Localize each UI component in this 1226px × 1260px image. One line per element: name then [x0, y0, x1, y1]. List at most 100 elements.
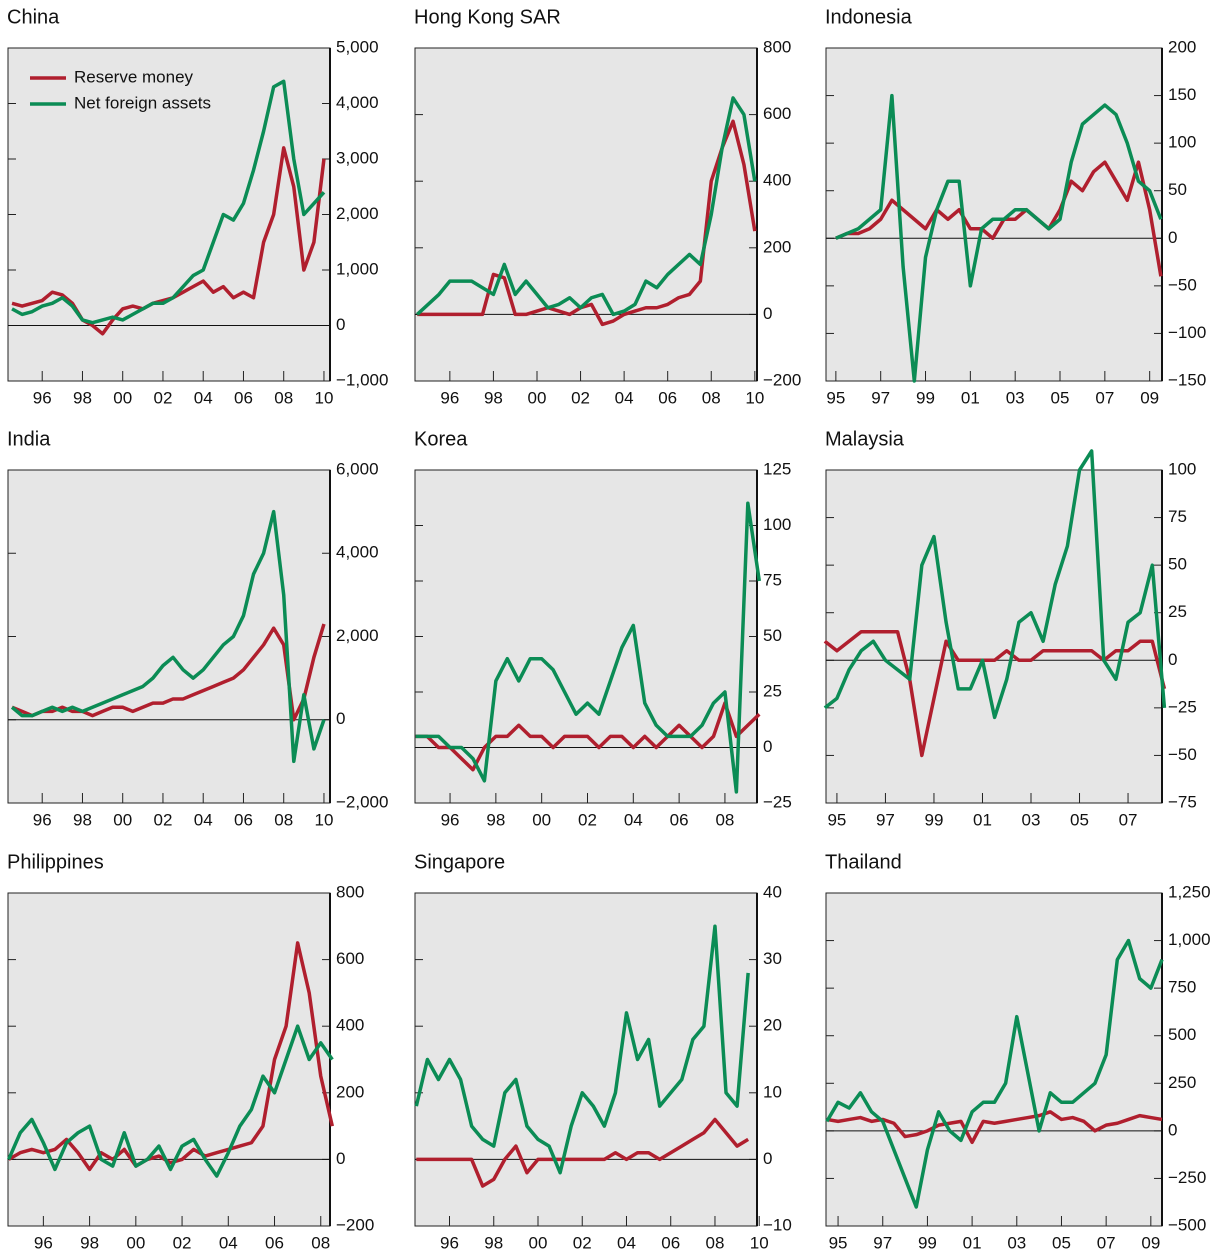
plot-area: [825, 892, 1163, 1227]
panel-title: Indonesia: [825, 6, 913, 28]
x-tick-label: 04: [615, 388, 634, 407]
y-tick-label: −50: [1168, 275, 1197, 294]
x-tick-label: 00: [126, 1233, 145, 1252]
x-tick-label: 96: [440, 1233, 459, 1252]
y-tick-label: 0: [336, 709, 345, 728]
x-tick-label: 96: [441, 810, 460, 829]
x-tick-label: 05: [1051, 388, 1070, 407]
y-tick-label: 25: [763, 681, 782, 700]
y-tick-label: −100: [1168, 323, 1206, 342]
y-tick-label: 0: [763, 737, 772, 756]
y-tick-label: −50: [1168, 745, 1197, 764]
plot-area: [414, 47, 758, 382]
x-tick-label: 98: [73, 810, 92, 829]
y-tick-label: −75: [1168, 792, 1197, 811]
x-tick-label: 02: [173, 1233, 192, 1252]
y-tick-label: 4,000: [336, 93, 379, 112]
x-tick-label: 02: [578, 810, 597, 829]
x-tick-label: 02: [573, 1233, 592, 1252]
y-tick-label: 50: [1168, 555, 1187, 574]
x-tick-label: 00: [113, 810, 132, 829]
x-tick-label: 08: [706, 1233, 725, 1252]
y-tick-label: 750: [1168, 978, 1196, 997]
x-tick-label: 99: [916, 388, 935, 407]
x-tick-label: 01: [973, 810, 992, 829]
series-line: [823, 629, 1167, 758]
legend-label: Reserve money: [74, 67, 194, 86]
y-tick-label: 0: [763, 1149, 772, 1168]
y-tick-label: 75: [763, 570, 782, 589]
x-tick-label: 02: [571, 388, 590, 407]
y-tick-label: 0: [763, 304, 772, 323]
x-tick-label: 04: [194, 810, 213, 829]
series-line: [10, 509, 326, 764]
y-tick-label: −250: [1168, 1168, 1206, 1187]
panel-title: Korea: [414, 428, 468, 450]
y-tick-label: −1,000: [336, 370, 388, 389]
y-tick-label: 5,000: [336, 37, 379, 56]
series-line: [11, 79, 326, 325]
x-tick-label: 09: [1140, 388, 1159, 407]
x-tick-label: 08: [715, 810, 734, 829]
x-tick-label: 97: [871, 388, 890, 407]
x-tick-label: 03: [1022, 810, 1041, 829]
y-tick-label: 1,000: [336, 259, 379, 278]
x-tick-label: 10: [315, 810, 334, 829]
x-tick-label: 06: [670, 810, 689, 829]
x-tick-label: 98: [80, 1233, 99, 1252]
x-tick-label: 04: [624, 810, 643, 829]
x-tick-label: 00: [113, 388, 132, 407]
y-tick-label: 40: [763, 882, 782, 901]
x-tick-label: 00: [528, 388, 547, 407]
x-tick-label: 96: [34, 1233, 53, 1252]
x-tick-label: 95: [826, 388, 845, 407]
series-line: [415, 501, 762, 794]
x-tick-label: 07: [1097, 1233, 1116, 1252]
y-tick-label: −25: [763, 792, 792, 811]
x-tick-label: 98: [484, 388, 503, 407]
plot-area: [7, 469, 331, 804]
y-tick-label: 2,000: [336, 626, 379, 645]
y-tick-label: 400: [763, 171, 791, 190]
x-tick-label: 98: [484, 1233, 503, 1252]
y-tick-label: 500: [1168, 1025, 1196, 1044]
y-tick-label: 800: [763, 37, 791, 56]
x-tick-label: 96: [440, 388, 459, 407]
x-tick-label: 03: [1006, 388, 1025, 407]
y-tick-label: 4,000: [336, 543, 379, 562]
y-tick-label: 6,000: [336, 459, 379, 478]
series-line: [416, 1117, 750, 1188]
x-tick-label: 06: [658, 388, 677, 407]
x-tick-label: 06: [234, 388, 253, 407]
series-line: [11, 623, 326, 722]
y-tick-label: 2,000: [336, 204, 379, 223]
x-tick-label: 00: [532, 810, 551, 829]
x-tick-label: 10: [745, 388, 764, 407]
x-tick-label: 04: [194, 388, 213, 407]
y-tick-label: 25: [1168, 602, 1187, 621]
series-line: [823, 449, 1167, 720]
y-tick-label: 100: [1168, 459, 1196, 478]
x-tick-label: 09: [1141, 1233, 1160, 1252]
y-tick-label: 600: [763, 104, 791, 123]
x-tick-label: 98: [486, 810, 505, 829]
y-tick-label: 0: [1168, 1120, 1177, 1139]
x-tick-label: 95: [829, 1233, 848, 1252]
x-tick-label: 99: [918, 1233, 937, 1252]
y-tick-label: 250: [1168, 1073, 1196, 1092]
y-tick-label: 20: [763, 1016, 782, 1035]
x-tick-label: 97: [873, 1233, 892, 1252]
panel-title: India: [7, 428, 51, 450]
y-tick-label: −10: [763, 1215, 792, 1234]
y-tick-label: 30: [763, 949, 782, 968]
y-tick-label: 0: [336, 315, 345, 334]
series-line: [825, 938, 1164, 1209]
series-line: [7, 941, 335, 1172]
series-line: [7, 1024, 334, 1178]
x-tick-label: 01: [963, 1233, 982, 1252]
x-tick-label: 08: [274, 388, 293, 407]
y-tick-label: 600: [336, 949, 364, 968]
panel-title: China: [7, 6, 60, 28]
series-line: [414, 924, 750, 1175]
